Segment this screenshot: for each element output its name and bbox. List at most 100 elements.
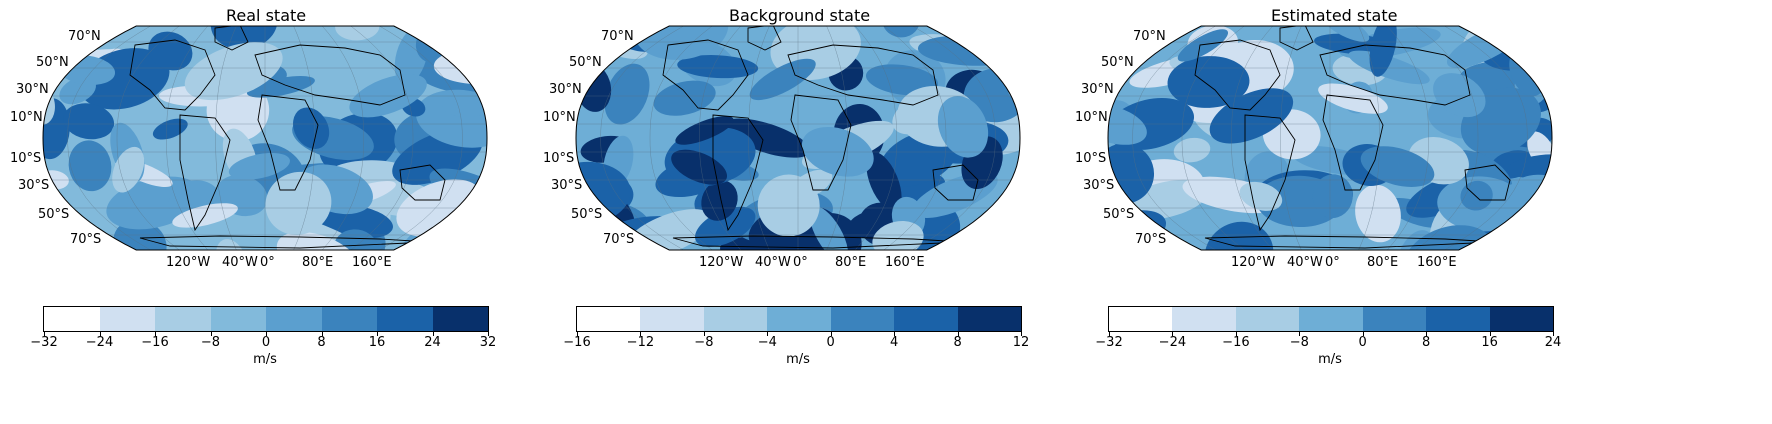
field-contour bbox=[265, 171, 332, 235]
colorbar-tick-mark bbox=[44, 332, 45, 336]
lat-label-10n: 10°N bbox=[543, 110, 576, 125]
colorbar-segment bbox=[155, 307, 211, 331]
lat-label-10n: 10°N bbox=[1075, 110, 1108, 125]
field-contour bbox=[1348, 50, 1430, 85]
longitude-gridline bbox=[1358, 26, 1380, 250]
lat-label-10n: 10°N bbox=[10, 110, 43, 125]
field-contour bbox=[1204, 221, 1274, 250]
wind-field bbox=[43, 26, 487, 250]
colorbar-tick-label: 16 bbox=[368, 335, 386, 350]
colorbar-tick-label: −8 bbox=[200, 335, 221, 350]
wind-field bbox=[1108, 26, 1552, 250]
colorbar-segment bbox=[1299, 307, 1363, 331]
colorbar-segment bbox=[210, 307, 266, 331]
colorbar-segment bbox=[1426, 307, 1490, 331]
lat-label-10s: 10°S bbox=[10, 151, 42, 166]
colorbar-unit: m/s bbox=[253, 352, 277, 367]
coastline bbox=[254, 44, 406, 106]
coastline bbox=[139, 235, 431, 249]
longitude-gridline bbox=[649, 26, 713, 250]
lon-label-120w: 120°W bbox=[699, 255, 744, 270]
colorbar-segment bbox=[640, 307, 704, 331]
coastline bbox=[787, 44, 939, 106]
lat-label-70n: 70°N bbox=[601, 29, 634, 44]
field-contour bbox=[442, 91, 487, 117]
coastline bbox=[932, 164, 979, 201]
lon-label-80e: 80°E bbox=[1367, 255, 1399, 270]
longitude-gridline bbox=[826, 26, 848, 250]
colorbar-tick-mark bbox=[577, 332, 578, 336]
colorbar-tick-mark bbox=[957, 332, 959, 336]
colorbar-segment bbox=[377, 307, 433, 331]
map-border bbox=[42, 25, 488, 251]
colorbar-tick-label: 0 bbox=[1358, 335, 1367, 350]
colorbar-tick-label: −32 bbox=[1095, 335, 1123, 350]
colorbar-tick-label: −12 bbox=[626, 335, 655, 350]
colorbar-tick-label: 12 bbox=[1012, 335, 1030, 350]
field-contour bbox=[276, 231, 362, 250]
map-border bbox=[575, 25, 1021, 251]
colorbar-tick-mark bbox=[1299, 332, 1301, 336]
field-contour bbox=[418, 235, 487, 250]
longitude-gridline bbox=[322, 26, 364, 250]
map-real-state bbox=[42, 25, 488, 251]
colorbar-tick-mark bbox=[377, 332, 378, 336]
field-contour bbox=[184, 42, 283, 101]
field-contour bbox=[809, 206, 849, 250]
longitude-gridline bbox=[855, 26, 897, 250]
colorbar-segment bbox=[767, 307, 831, 331]
lon-label-160e: 160°E bbox=[352, 255, 392, 270]
panel-background-state: Background state 70°N 50°N 30°N 10°N 10°… bbox=[533, 0, 1093, 424]
colorbar-tick-mark bbox=[1235, 332, 1237, 336]
colorbar-tick-label: −16 bbox=[563, 335, 591, 350]
coastline bbox=[672, 235, 964, 249]
longitude-gridline bbox=[1280, 26, 1302, 250]
wind-field bbox=[576, 26, 1020, 250]
colorbar bbox=[43, 306, 489, 332]
coastline bbox=[1279, 26, 1314, 51]
colorbar-segment bbox=[830, 307, 895, 331]
colorbar-tick-mark bbox=[321, 332, 323, 336]
field-contour bbox=[113, 219, 167, 250]
lon-label-40w: 40°W bbox=[755, 255, 791, 270]
longitude-gridline bbox=[116, 26, 180, 250]
colorbar-tick-mark bbox=[210, 332, 212, 336]
longitude-gridline bbox=[166, 26, 208, 250]
longitude-gridline bbox=[350, 26, 414, 250]
lon-label-120w: 120°W bbox=[1231, 255, 1276, 270]
field-contour bbox=[865, 64, 939, 96]
lat-label-50s: 50°S bbox=[571, 207, 603, 222]
lat-label-30n: 30°N bbox=[16, 82, 49, 97]
lon-label-80e: 80°E bbox=[302, 255, 334, 270]
colorbar-tick-mark bbox=[266, 332, 267, 336]
colorbar-tick-label: −16 bbox=[141, 335, 169, 350]
colorbar-tick-mark bbox=[767, 332, 769, 336]
colorbar-tick-mark bbox=[488, 332, 489, 336]
longitude-gridline bbox=[1231, 26, 1273, 250]
longitude-gridline bbox=[1415, 26, 1479, 250]
colorbar-segment bbox=[1109, 307, 1173, 331]
coastline bbox=[179, 114, 231, 232]
field-contour bbox=[68, 140, 112, 192]
panel-title: Background state bbox=[729, 6, 871, 25]
lat-label-70s: 70°S bbox=[603, 232, 635, 247]
lon-label-0: 0° bbox=[260, 255, 275, 270]
colorbar-tick-label: −24 bbox=[85, 335, 114, 350]
panel-title: Estimated state bbox=[1271, 6, 1398, 25]
colorbar-tick-mark bbox=[432, 332, 434, 336]
longitude-gridline bbox=[600, 26, 684, 250]
lon-label-120w: 120°W bbox=[166, 255, 211, 270]
longitude-gridline bbox=[912, 26, 996, 250]
field-contour bbox=[1460, 180, 1493, 211]
lat-label-50n: 50°N bbox=[569, 55, 602, 70]
colorbar-tick-label: −4 bbox=[757, 335, 777, 350]
lon-label-0: 0° bbox=[1325, 255, 1340, 270]
colorbar-tick-mark bbox=[703, 332, 705, 336]
colorbar-tick-label: 24 bbox=[424, 335, 441, 350]
lat-label-70n: 70°N bbox=[1133, 29, 1166, 44]
field-contour bbox=[677, 55, 759, 79]
longitude-gridline bbox=[1132, 26, 1216, 250]
coastline bbox=[1194, 39, 1281, 111]
field-contour bbox=[349, 74, 427, 118]
field-contour bbox=[749, 58, 816, 101]
